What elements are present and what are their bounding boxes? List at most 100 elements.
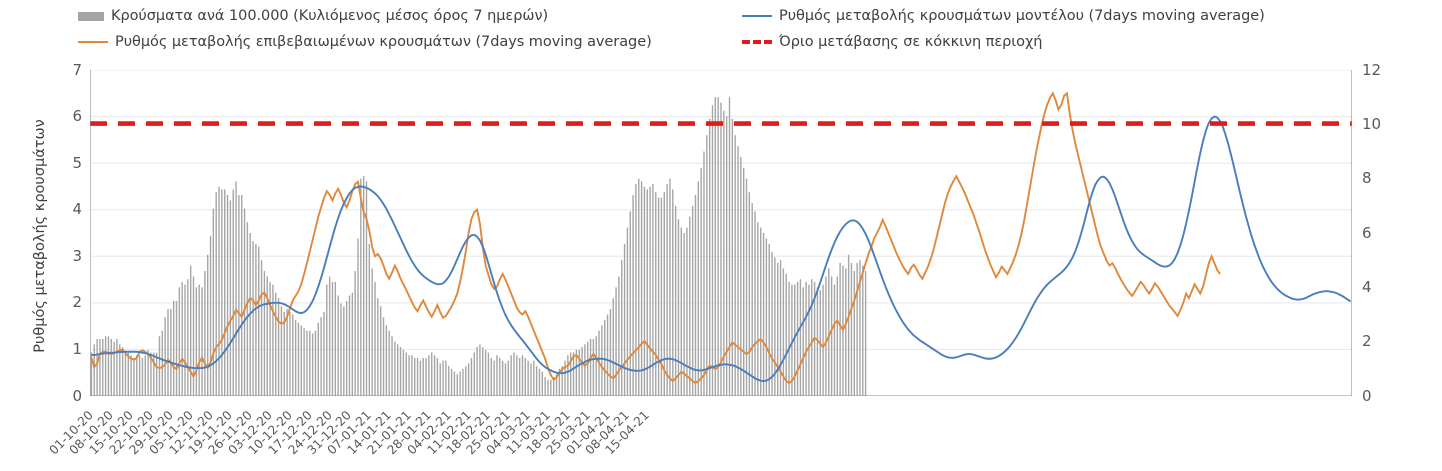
bar xyxy=(527,360,529,396)
bar xyxy=(728,97,731,396)
bar xyxy=(184,284,186,396)
bar xyxy=(263,271,266,396)
bar xyxy=(215,192,217,396)
bar xyxy=(306,330,308,396)
bar xyxy=(414,357,416,396)
bar xyxy=(144,355,146,396)
bar xyxy=(646,189,648,396)
bar xyxy=(575,349,578,396)
bar xyxy=(326,284,328,396)
bar xyxy=(587,341,589,396)
bar xyxy=(703,151,705,396)
bar xyxy=(198,284,200,396)
bar xyxy=(377,298,379,396)
bar xyxy=(799,279,802,396)
bar xyxy=(408,355,410,396)
bar xyxy=(102,338,104,396)
bar xyxy=(612,298,614,396)
bar xyxy=(235,181,237,396)
bar xyxy=(791,284,793,396)
bar xyxy=(110,338,112,396)
bar xyxy=(428,355,430,396)
bar xyxy=(533,360,535,396)
bar xyxy=(518,357,521,396)
bar xyxy=(195,287,198,396)
bar xyxy=(862,265,864,396)
bar xyxy=(277,298,280,396)
bar xyxy=(238,194,240,396)
bar xyxy=(845,268,847,396)
right-axis-tick-label: 6 xyxy=(1362,223,1372,242)
bar xyxy=(470,357,473,396)
bar xyxy=(371,268,373,396)
bar xyxy=(618,276,620,396)
legend-item-cases-per-100k[interactable]: Κρούσματα ανά 100.000 (Κυλιόμενος μέσος … xyxy=(78,8,548,24)
bar xyxy=(541,371,544,396)
bar xyxy=(201,287,203,396)
legend-item-confirmed-rate[interactable]: Ρυθμός μεταβολής επιβεβαιωμένων κρουσμάτ… xyxy=(78,34,652,50)
bar xyxy=(581,347,583,396)
left-axis-tick-label: 4 xyxy=(72,200,82,219)
bar xyxy=(93,344,95,396)
bar xyxy=(762,233,765,396)
bar xyxy=(422,357,424,396)
bar xyxy=(388,330,390,396)
bar xyxy=(785,273,787,396)
bar xyxy=(340,303,342,396)
bar xyxy=(530,363,532,396)
bar-swatch-icon xyxy=(78,11,104,21)
bar xyxy=(691,205,694,396)
bar xyxy=(113,341,115,396)
bar xyxy=(252,241,254,396)
bar xyxy=(754,211,756,396)
bar xyxy=(589,338,592,396)
legend-item-model-rate[interactable]: Ρυθμός μεταβολής κρουσμάτων μοντέλου (7d… xyxy=(742,8,1265,24)
bar xyxy=(555,374,558,396)
bar xyxy=(672,189,674,396)
bar xyxy=(127,352,129,396)
bar xyxy=(689,216,691,396)
chart-legend: Κρούσματα ανά 100.000 (Κυλιόμενος μέσος … xyxy=(0,0,1442,60)
bar xyxy=(178,287,181,396)
bar xyxy=(221,189,223,396)
bar xyxy=(246,222,249,396)
bar xyxy=(90,352,93,396)
bar xyxy=(442,360,444,396)
bar xyxy=(621,260,623,396)
bar xyxy=(374,281,376,396)
bar xyxy=(490,357,492,396)
bar xyxy=(626,227,629,396)
bar xyxy=(172,300,175,396)
bar xyxy=(595,336,597,396)
bar xyxy=(501,360,504,396)
bar xyxy=(394,341,396,396)
bar xyxy=(788,281,790,396)
bar xyxy=(779,260,782,396)
bar xyxy=(121,347,124,396)
left-axis-tick-label: 7 xyxy=(72,60,82,79)
bar xyxy=(606,314,609,396)
bar xyxy=(292,314,294,396)
bar xyxy=(232,189,234,396)
bar xyxy=(348,295,351,396)
bar xyxy=(141,357,144,396)
legend-item-label: Κρούσματα ανά 100.000 (Κυλιόμενος μέσος … xyxy=(111,8,549,24)
bar xyxy=(660,197,663,396)
legend-item-red-zone-threshold[interactable]: Όριο μετάβασης σε κόκκινη περιοχή xyxy=(742,34,1043,50)
bar xyxy=(286,309,288,396)
left-axis-tick-label: 5 xyxy=(72,153,82,172)
bar xyxy=(473,352,475,396)
legend-item-label: Όριο μετάβασης σε κόκκινη περιοχή xyxy=(779,34,1043,50)
bar xyxy=(266,276,268,396)
bar xyxy=(243,208,246,396)
bar xyxy=(436,357,439,396)
left-axis-tick-label: 6 xyxy=(72,107,82,126)
bar xyxy=(297,322,300,396)
right-axis-tick-label: 2 xyxy=(1362,332,1372,351)
bar xyxy=(558,368,561,396)
bar xyxy=(124,352,127,396)
bar xyxy=(686,227,688,396)
bar xyxy=(853,271,855,396)
bar xyxy=(513,352,515,396)
bar xyxy=(382,317,385,396)
